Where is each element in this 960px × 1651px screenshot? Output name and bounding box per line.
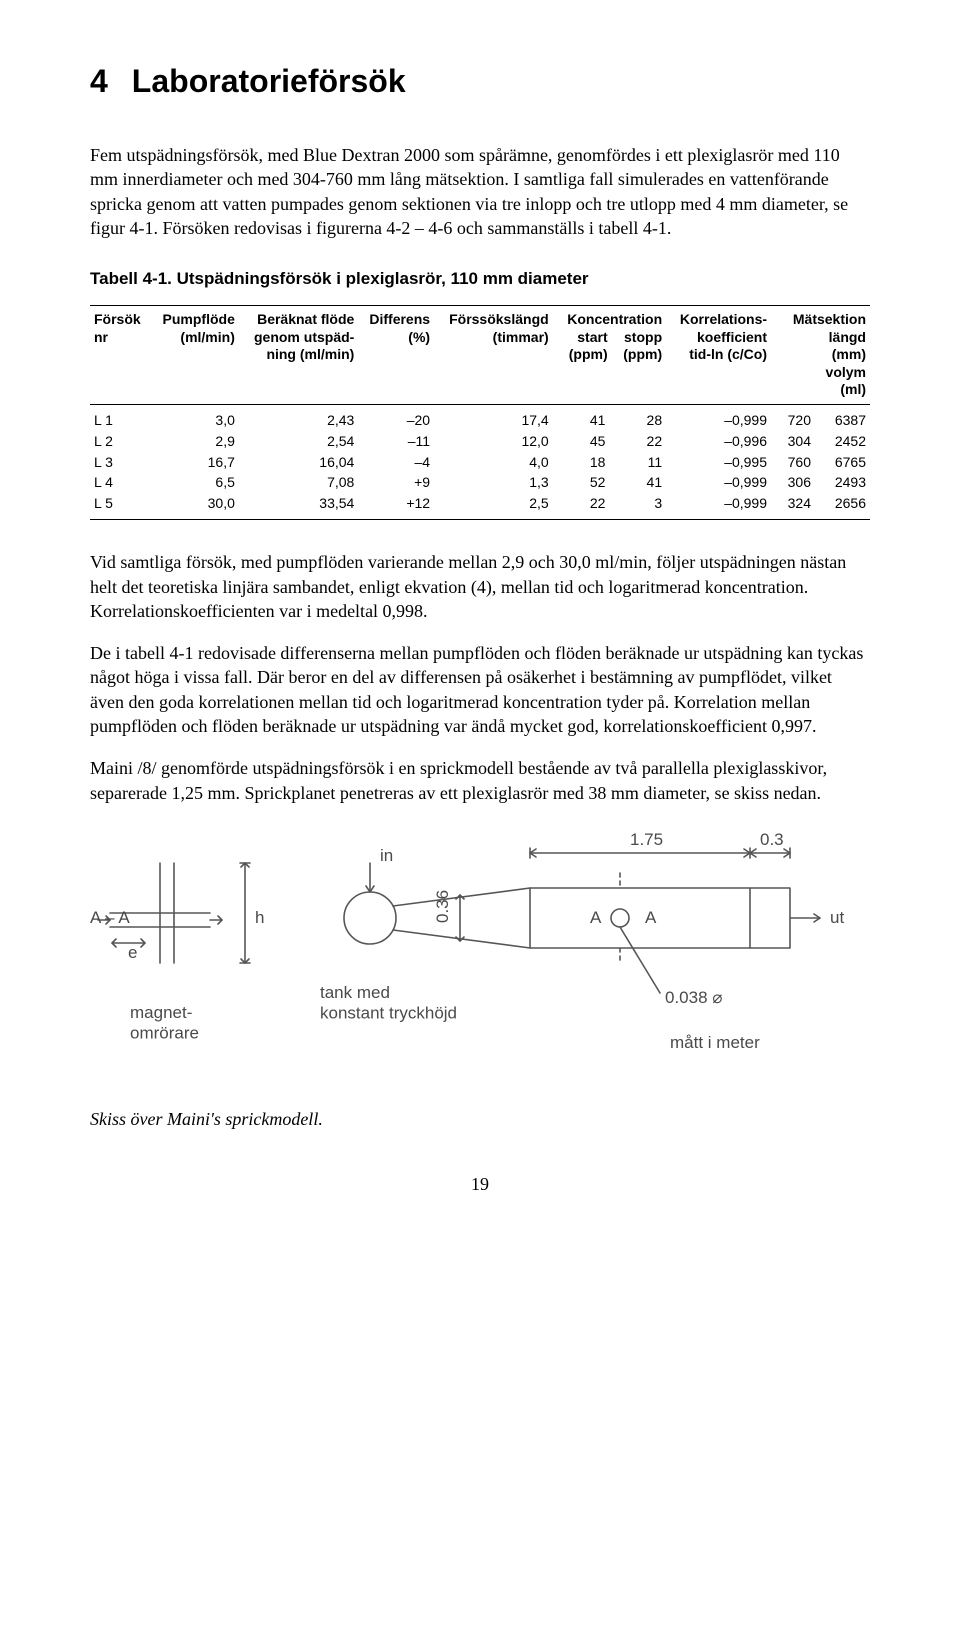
label-matt: mått i meter xyxy=(670,1033,760,1052)
paragraph-3: De i tabell 4-1 redovisade differenserna… xyxy=(90,641,870,738)
label-03: 0.3 xyxy=(760,830,784,849)
label-e: e xyxy=(128,943,137,962)
label-a2: A xyxy=(645,908,657,927)
th-diff: Differens(%) xyxy=(358,306,434,405)
th-pump: Pumpflöde(ml/min) xyxy=(150,306,239,405)
paragraph-4: Maini /8/ genomförde utspädningsförsök i… xyxy=(90,756,870,805)
label-175: 1.75 xyxy=(630,830,663,849)
section-number: 4 xyxy=(90,63,108,99)
table-row: L 2 2,9 2,54 –11 12,0 45 22 –0,996 304 2… xyxy=(90,431,870,452)
label-magnet: magnet-omrörare xyxy=(130,1003,199,1042)
page-number: 19 xyxy=(90,1172,870,1196)
label-ut: ut xyxy=(830,908,844,927)
label-tank: tank medkonstant tryckhöjd xyxy=(320,983,457,1022)
table-caption: Tabell 4-1. Utspädningsförsök i plexigla… xyxy=(90,268,870,291)
th-nr: Försöknr xyxy=(90,306,150,405)
th-mat: Mätsektion längd(mm) volym(ml) xyxy=(771,306,870,405)
table-row: L 4 6,5 7,08 +9 1,3 52 41 –0,999 306 249… xyxy=(90,472,870,493)
table-row: L 3 16,7 16,04 –4 4,0 18 11 –0,995 760 6… xyxy=(90,452,870,473)
section-title: Laboratorieförsök xyxy=(132,63,406,99)
label-dia: 0.038 ⌀ xyxy=(665,988,723,1007)
sketch-svg: A – A e h magnet-omrörare in tank medkon… xyxy=(90,823,870,1083)
th-len: Förssökslängd(timmar) xyxy=(434,306,553,405)
th-ber: Beräknat flödegenom utspäd-ning (ml/min) xyxy=(239,306,358,405)
table-row: L 1 3,0 2,43 –20 17,4 41 28 –0,999 720 6… xyxy=(90,404,870,430)
table-body: L 1 3,0 2,43 –20 17,4 41 28 –0,999 720 6… xyxy=(90,404,870,519)
th-korr: Korrelations-koefficienttid-ln (c/Co) xyxy=(666,306,771,405)
table-head: Försöknr Pumpflöde(ml/min) Beräknat flöd… xyxy=(90,306,870,405)
figure-sketch: A – A e h magnet-omrörare in tank medkon… xyxy=(90,823,870,1089)
th-conc: Koncentration start(ppm) stopp(ppm) xyxy=(553,306,666,405)
data-table: Försöknr Pumpflöde(ml/min) Beräknat flöd… xyxy=(90,305,870,520)
section-heading: 4 Laboratorieförsök xyxy=(90,60,870,103)
figure-caption: Skiss över Maini's sprickmodell. xyxy=(90,1107,870,1131)
label-section-aa: A – A xyxy=(90,908,130,927)
label-in: in xyxy=(380,846,393,865)
label-036: 0.36 xyxy=(433,890,452,923)
table-row: L 5 30,0 33,54 +12 2,5 22 3 –0,999 324 2… xyxy=(90,493,870,519)
label-a1: A xyxy=(590,908,602,927)
paragraph-2: Vid samtliga försök, med pumpflöden vari… xyxy=(90,550,870,623)
label-h: h xyxy=(255,908,264,927)
paragraph-1: Fem utspädningsförsök, med Blue Dextran … xyxy=(90,143,870,240)
